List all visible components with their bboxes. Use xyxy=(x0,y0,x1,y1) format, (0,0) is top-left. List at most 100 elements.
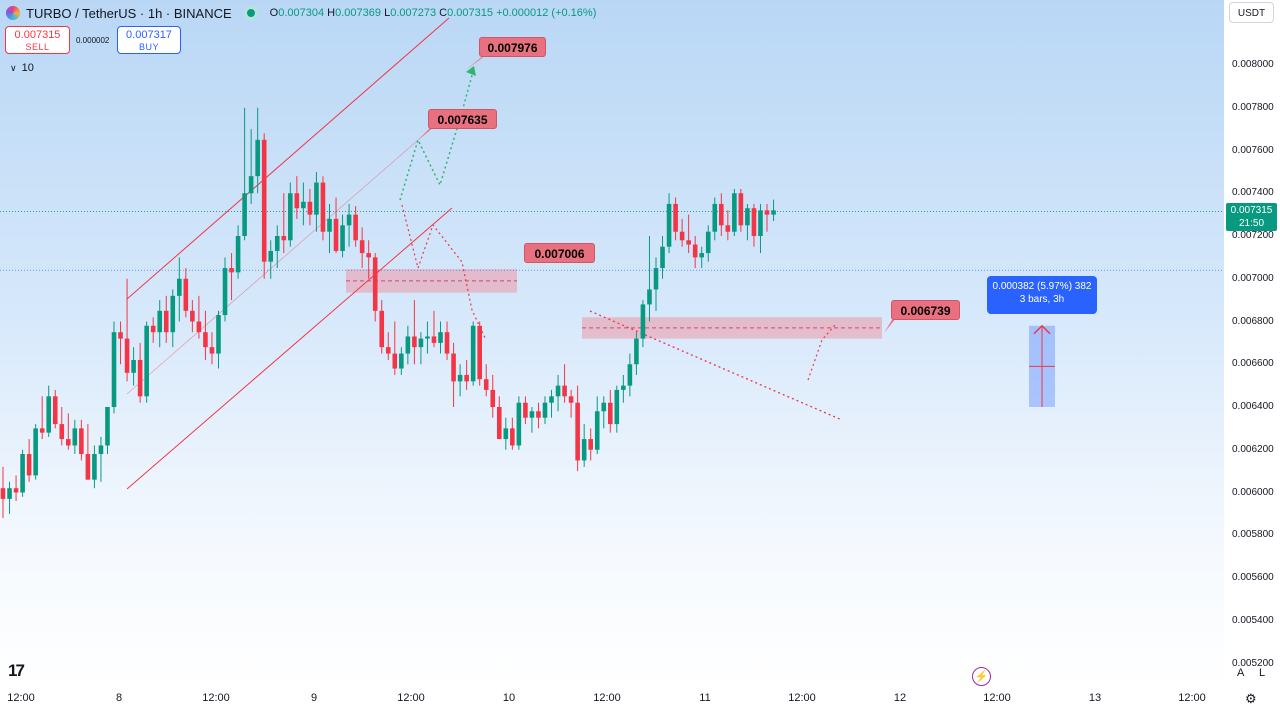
y-tick-label: 0.007800 xyxy=(1232,101,1274,113)
candle-body xyxy=(385,347,391,354)
candle-body xyxy=(516,402,522,446)
candle-body xyxy=(607,402,613,425)
candle-body xyxy=(307,201,313,215)
symbol-title[interactable]: TURBO / TetherUS · 1h · BINANCE xyxy=(26,5,232,21)
candle-body xyxy=(405,336,411,354)
candle-body xyxy=(59,424,65,440)
lightning-icon[interactable]: ⚡ xyxy=(972,667,991,686)
projection-arrowhead xyxy=(466,66,476,76)
candle-body xyxy=(150,325,156,333)
candle-body xyxy=(333,218,339,251)
chevron-down-icon[interactable]: ∨ xyxy=(10,63,17,73)
time-axis[interactable] xyxy=(0,686,1224,709)
x-tick-label: 12:00 xyxy=(202,692,230,704)
y-tick-label: 0.006400 xyxy=(1232,401,1274,412)
candle-body xyxy=(353,214,358,241)
candle-body xyxy=(144,325,149,397)
candle-body xyxy=(640,304,646,339)
currency-selector[interactable]: USDT xyxy=(1229,2,1274,23)
candle-body xyxy=(575,402,580,461)
candle-body xyxy=(712,203,718,232)
y-tick-label: 0.005800 xyxy=(1232,529,1274,541)
x-tick-label: 8 xyxy=(115,692,123,704)
candle-body xyxy=(692,244,698,258)
gear-icon[interactable]: ⚙ xyxy=(1245,691,1257,706)
price-label-callout[interactable]: 0.007006 xyxy=(524,243,595,263)
price-label-callout[interactable]: 0.007635 xyxy=(428,109,497,129)
candle-body xyxy=(137,359,143,397)
auto-scale-button[interactable]: A xyxy=(1237,667,1245,679)
candle-body xyxy=(686,240,691,245)
candle-body xyxy=(170,295,176,333)
ohlc-values: O0.007304 H0.007369 L0.007273 C0.007315 … xyxy=(269,7,597,19)
candle-body xyxy=(39,428,45,433)
candle-body xyxy=(79,428,84,455)
candle-body xyxy=(673,203,678,232)
candle-body xyxy=(229,268,234,273)
candle-body xyxy=(85,454,91,480)
candle-body xyxy=(131,359,136,373)
candle-body xyxy=(725,225,731,232)
market-status-icon[interactable] xyxy=(243,6,258,20)
candle-body xyxy=(738,193,744,226)
x-tick-label: 10 xyxy=(502,692,516,704)
candle-body xyxy=(594,411,600,450)
price-label-callout[interactable]: 0.007976 xyxy=(479,37,546,57)
spread-value: 0.000002 xyxy=(76,36,110,45)
candle-body xyxy=(294,193,300,209)
tradingview-logo-icon[interactable]: 17 xyxy=(8,661,25,680)
x-tick-label: 12:00 xyxy=(593,692,621,704)
candle-body xyxy=(666,203,672,247)
x-tick-label: 12 xyxy=(893,692,907,704)
candle-body xyxy=(634,338,639,365)
candle-body xyxy=(555,385,561,397)
candle-body xyxy=(274,236,280,251)
candle-body xyxy=(105,407,110,446)
candle-body xyxy=(549,396,554,403)
x-tick-label: 12:00 xyxy=(983,692,1011,704)
candle-body xyxy=(359,240,365,254)
candle-body xyxy=(470,325,476,382)
candle-body xyxy=(183,278,189,311)
measure-bars: 3 bars, 3h xyxy=(1019,294,1065,305)
candle-body xyxy=(719,203,724,226)
measure-change: 0.000382 (5.97%) 382 xyxy=(992,281,1092,292)
log-scale-button[interactable]: L xyxy=(1259,667,1266,679)
candle-body xyxy=(536,411,541,418)
bar-countdown: 21:50 xyxy=(1238,218,1265,229)
candle-body xyxy=(340,225,345,251)
candle-body xyxy=(66,439,71,446)
candle-body xyxy=(7,488,12,499)
measure-arrowhead xyxy=(1033,324,1051,335)
channel-lower-line xyxy=(126,207,453,490)
candle-body xyxy=(52,396,58,425)
candle-body xyxy=(510,428,515,446)
buy-button[interactable]: 0.007317 BUY xyxy=(117,26,181,54)
candle-body xyxy=(529,411,535,418)
candle-body xyxy=(196,321,202,333)
x-tick-label: 9 xyxy=(310,692,318,704)
price-label-callout[interactable]: 0.006739 xyxy=(891,300,960,320)
x-tick-label: 12:00 xyxy=(788,692,816,704)
y-tick-label: 0.006000 xyxy=(1232,486,1274,498)
candle-body xyxy=(483,379,489,390)
price-axis[interactable] xyxy=(1224,26,1280,661)
candle-body xyxy=(653,268,659,290)
candle-body xyxy=(92,454,97,480)
candle-body xyxy=(366,253,371,258)
chart-canvas[interactable] xyxy=(0,0,1224,686)
candle-body xyxy=(98,445,104,455)
candle-body xyxy=(320,182,326,232)
candle-body xyxy=(412,336,417,348)
volume-value: 10 xyxy=(21,62,34,74)
candle-body xyxy=(601,402,607,412)
volume-indicator[interactable]: ∨ 10 xyxy=(10,62,34,74)
candle-body xyxy=(26,454,32,476)
candle-body xyxy=(327,218,332,232)
sell-button[interactable]: 0.007315 SELL xyxy=(5,26,70,54)
candle-body xyxy=(281,236,287,241)
measure-label[interactable]: 0.000382 (5.97%) 382 3 bars, 3h xyxy=(987,276,1097,314)
candle-body xyxy=(457,374,463,382)
sell-price: 0.007315 xyxy=(14,29,61,41)
candle-body xyxy=(222,268,228,316)
